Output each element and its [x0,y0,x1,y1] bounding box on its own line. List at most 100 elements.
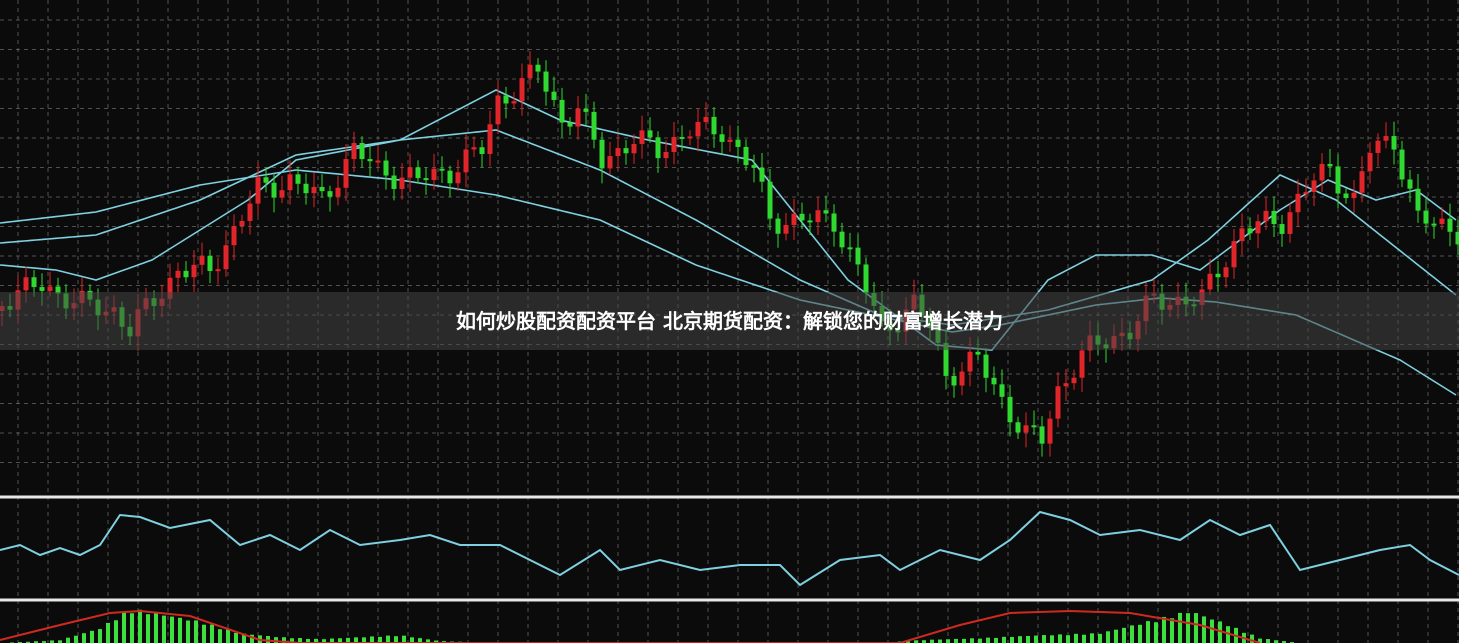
histogram-bar [42,641,46,643]
candle-up [463,149,469,173]
histogram-bar [410,637,414,643]
histogram-bar [1274,640,1278,643]
candle-down [271,182,277,198]
candle-up [47,286,53,291]
candle-down [559,99,565,123]
candle-down [623,148,629,154]
candle-down [679,136,685,139]
candle-down [855,247,861,265]
histogram-bar [1082,634,1086,643]
histogram-bar [298,638,302,643]
candle-up [639,130,645,144]
candle-up [1207,273,1213,290]
candle-up [703,116,709,122]
histogram-bar [426,639,430,643]
candle-up [311,186,317,194]
candle-up [247,203,253,221]
candle-up [1359,171,1365,193]
candle-up [239,220,245,227]
candle-down [447,170,453,184]
candle-up [959,371,965,386]
candle-down [991,377,997,385]
histogram-bar [138,609,142,643]
histogram-bar [914,640,918,643]
histogram-bar [146,614,150,643]
candle-down [1407,179,1413,189]
histogram-bar [1250,634,1254,643]
candle-up [1055,386,1061,419]
candle-down [655,137,661,159]
histogram-bar [1122,627,1126,643]
candle-up [279,190,285,198]
histogram-bar [106,622,110,643]
candle-up [967,351,973,372]
histogram-bar [1026,635,1030,643]
histogram-bar [122,612,126,643]
histogram-bar [394,636,398,643]
candle-down [551,91,557,100]
histogram-bar [1178,612,1182,643]
histogram-bar [322,639,326,643]
candle-down [1015,422,1021,433]
candle-down [759,167,765,182]
candle-down [295,174,301,184]
histogram-bar [330,638,334,643]
histogram-bar [1202,616,1206,643]
candle-down [207,255,213,271]
candle-down [1039,426,1045,444]
candle-up [575,108,581,127]
histogram-bar [1114,629,1118,643]
candle-down [567,122,573,127]
candle-down [439,168,445,171]
histogram-bar [274,637,278,643]
histogram-bar [338,638,342,643]
candle-up [255,177,261,204]
histogram-bar [162,615,166,643]
histogram-bar [1106,631,1110,643]
histogram-bar [1194,613,1198,643]
histogram-bar [994,637,998,643]
candle-up [1295,193,1301,213]
candle-up [167,277,173,299]
histogram-bar [378,636,382,643]
candle-down [303,183,309,194]
histogram-bar [1162,616,1166,643]
histogram-bar [210,624,214,643]
histogram-bar [1218,621,1222,643]
histogram-bar [922,640,926,643]
candle-down [831,213,837,232]
candle-down [999,384,1005,397]
candle-up [671,136,677,153]
candle-up [1319,163,1325,181]
candle-up [1231,241,1237,268]
candle-up [223,245,229,270]
candle-up [215,269,221,272]
histogram-bar [1170,618,1174,643]
candle-up [351,142,357,160]
histogram-bar [98,629,102,643]
candle-down [1271,210,1277,225]
candle-up [1023,425,1029,433]
candle-down [751,165,757,168]
histogram-bar [242,633,246,643]
oscillator-line [0,510,1459,587]
candle-up [1079,350,1085,378]
histogram-bar [1186,613,1190,643]
histogram-bar [154,612,158,643]
candle-up [687,136,693,139]
candle-up [431,168,437,181]
candle-up [815,210,821,223]
candle-up [783,224,789,234]
candle-up [631,143,637,154]
candle-down [839,231,845,248]
candle-down [1415,188,1421,211]
candle-down [423,178,429,181]
histogram-bar [1282,641,1286,643]
candle-up [1063,383,1069,387]
histogram-bar [1210,619,1214,643]
candle-down [743,146,749,166]
candle-up [343,159,349,188]
histogram-bar [218,629,222,643]
candle-down [1455,231,1459,245]
candle-up [1223,267,1229,278]
